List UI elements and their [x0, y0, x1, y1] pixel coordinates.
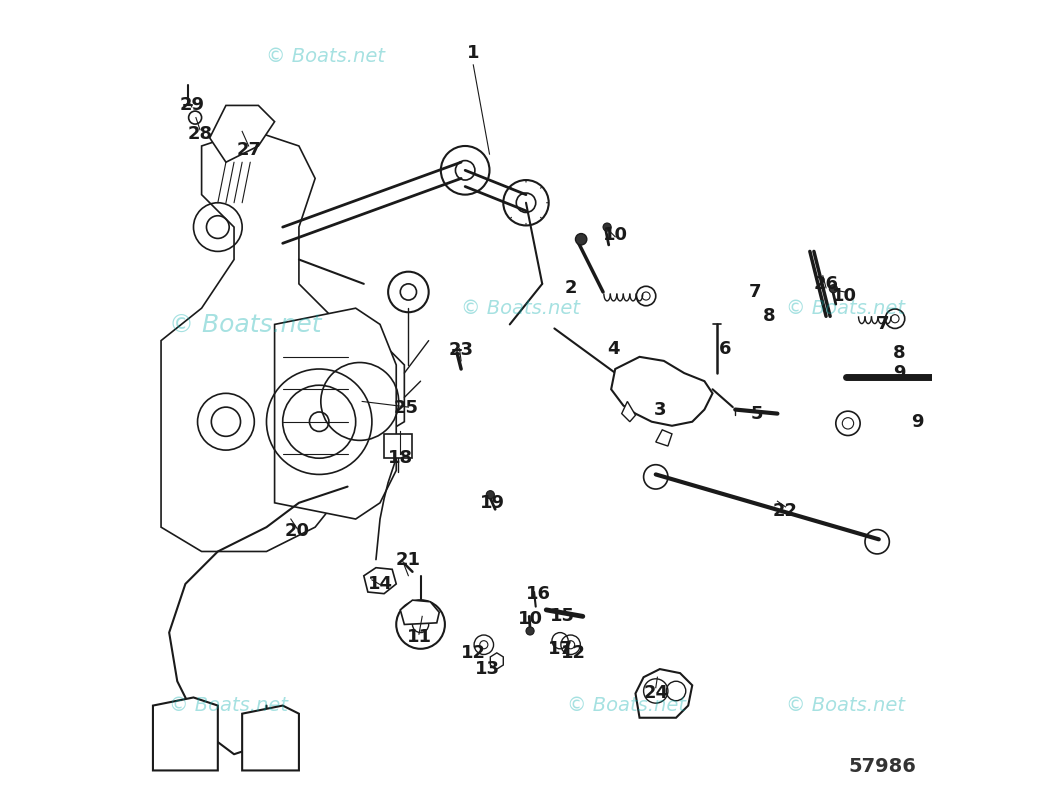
- Text: © Boats.net: © Boats.net: [266, 47, 385, 67]
- Text: 20: 20: [285, 522, 309, 540]
- Text: 8: 8: [893, 344, 906, 362]
- Text: 26: 26: [813, 275, 838, 293]
- Polygon shape: [622, 401, 635, 422]
- Text: 9: 9: [911, 413, 924, 431]
- Text: © Boats.net: © Boats.net: [786, 298, 905, 318]
- Text: © Boats.net: © Boats.net: [169, 696, 288, 715]
- Text: 57986: 57986: [849, 757, 916, 776]
- Text: 11: 11: [406, 628, 431, 646]
- Text: 23: 23: [448, 341, 473, 359]
- Polygon shape: [364, 568, 397, 594]
- Polygon shape: [490, 653, 503, 669]
- Text: 12: 12: [561, 644, 586, 662]
- Text: 10: 10: [518, 610, 543, 628]
- Text: 8: 8: [763, 307, 775, 325]
- Polygon shape: [655, 430, 672, 446]
- Polygon shape: [209, 105, 275, 162]
- Text: 27: 27: [236, 141, 261, 159]
- Text: 14: 14: [367, 575, 392, 593]
- Circle shape: [486, 491, 494, 499]
- Polygon shape: [161, 130, 404, 551]
- Text: 7: 7: [876, 315, 889, 333]
- Text: 13: 13: [476, 660, 501, 678]
- Text: 9: 9: [893, 364, 906, 382]
- Polygon shape: [242, 706, 299, 770]
- Text: 5: 5: [751, 405, 764, 423]
- Polygon shape: [611, 357, 712, 426]
- Polygon shape: [401, 600, 440, 624]
- Text: © Boats.net: © Boats.net: [461, 298, 580, 318]
- Polygon shape: [384, 434, 412, 458]
- Text: © Boats.net: © Boats.net: [786, 696, 905, 715]
- Text: 12: 12: [461, 644, 486, 662]
- Text: © Boats.net: © Boats.net: [169, 312, 322, 337]
- Text: 24: 24: [643, 684, 668, 702]
- Text: 16: 16: [526, 585, 550, 603]
- Circle shape: [603, 223, 611, 231]
- Text: 15: 15: [550, 607, 575, 625]
- Text: 28: 28: [187, 125, 213, 143]
- Polygon shape: [275, 308, 397, 519]
- Text: 18: 18: [388, 449, 412, 467]
- Polygon shape: [635, 669, 692, 718]
- Text: 3: 3: [653, 401, 666, 418]
- Circle shape: [575, 234, 587, 245]
- Text: 6: 6: [719, 340, 731, 358]
- Text: 2: 2: [564, 279, 576, 297]
- Circle shape: [526, 627, 534, 635]
- Text: 10: 10: [603, 226, 628, 244]
- Text: 10: 10: [832, 287, 857, 305]
- Text: 29: 29: [180, 97, 204, 114]
- Text: 7: 7: [748, 283, 761, 301]
- Text: 22: 22: [773, 502, 798, 520]
- Circle shape: [829, 285, 837, 293]
- Text: © Boats.net: © Boats.net: [567, 696, 686, 715]
- Text: 1: 1: [467, 44, 480, 62]
- Polygon shape: [153, 697, 218, 770]
- Text: 21: 21: [396, 551, 421, 569]
- Text: 25: 25: [393, 399, 419, 417]
- Text: 4: 4: [607, 340, 620, 358]
- Text: 17: 17: [548, 640, 573, 658]
- Text: 19: 19: [481, 494, 505, 512]
